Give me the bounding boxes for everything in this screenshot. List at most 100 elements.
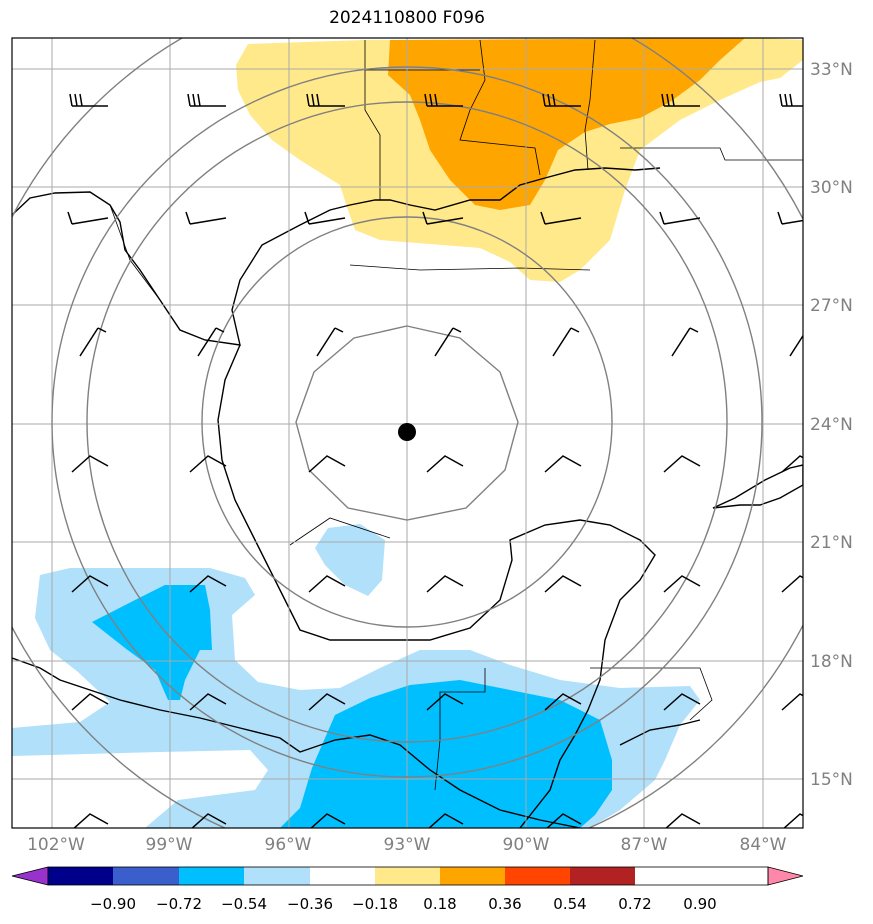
mexico-pacific-coast xyxy=(12,657,581,828)
wind-barb xyxy=(69,93,108,107)
wind-barb xyxy=(426,693,464,711)
yucatan-state-border xyxy=(289,517,391,546)
map-frame xyxy=(11,37,804,829)
lon-label: 99°W xyxy=(146,835,193,855)
lat-label: 18°N xyxy=(810,652,853,672)
range-ring-3 xyxy=(86,101,728,743)
lat-label: 33°N xyxy=(810,60,853,80)
wind-barb xyxy=(426,455,464,473)
gulf-coast-us xyxy=(12,167,661,346)
state-border-fl xyxy=(620,147,803,161)
range-rings xyxy=(12,38,803,828)
lon-label: 96°W xyxy=(265,835,312,855)
wind-barbs xyxy=(67,93,803,828)
wind-barb xyxy=(422,211,464,225)
colorbar-tick-label: −0.72 xyxy=(156,895,202,913)
colorbar-segment xyxy=(570,867,635,885)
wind-barb xyxy=(659,211,701,225)
wind-barb xyxy=(71,575,109,593)
us-mexico-border xyxy=(109,204,161,301)
wind-barb xyxy=(197,327,225,357)
wind-barb xyxy=(665,813,701,828)
range-ring-4 xyxy=(51,66,763,778)
colorbar-segment xyxy=(179,867,244,885)
wind-barb xyxy=(426,575,464,593)
lon-label: 87°W xyxy=(621,835,668,855)
colorbar-tick-label: −0.36 xyxy=(287,895,333,913)
wind-barb xyxy=(777,211,803,225)
latitude-axis: 33°N 30°N 27°N 24°N 21°N 18°N 15°N xyxy=(810,60,853,790)
wind-barb xyxy=(73,813,109,828)
wind-barb xyxy=(424,93,463,107)
wind-barb xyxy=(663,575,701,593)
wind-barb xyxy=(781,693,803,711)
colorbar-tick-label: 0.18 xyxy=(423,895,456,913)
colorbar-segment xyxy=(113,867,179,885)
honduras-coast xyxy=(619,719,701,746)
wind-barb xyxy=(308,575,346,593)
colorbar-extend-min xyxy=(11,866,49,886)
colorbar-tick-label: −0.54 xyxy=(221,895,267,913)
lat-label: 30°N xyxy=(810,178,853,198)
wind-barb xyxy=(542,93,581,107)
wind-barb xyxy=(191,813,227,828)
mexico-coast xyxy=(217,344,656,828)
guatemala-border xyxy=(434,668,486,791)
colorbar-segment xyxy=(310,867,375,885)
belize-border xyxy=(590,667,713,721)
wind-barb xyxy=(79,327,107,357)
colorbar-segment xyxy=(375,867,440,885)
wind-barb xyxy=(189,575,227,593)
storm-center-marker xyxy=(398,423,416,441)
colorbar xyxy=(11,866,804,886)
lon-label: 84°W xyxy=(740,835,787,855)
positive-anomaly-orange xyxy=(388,38,745,210)
colorbar-tick-label: 0.72 xyxy=(618,895,651,913)
wind-barb xyxy=(428,813,464,828)
wind-barb xyxy=(189,455,227,473)
wind-barb xyxy=(310,813,346,828)
wind-barb xyxy=(779,93,803,107)
wind-barb xyxy=(189,693,227,711)
lon-label: 93°W xyxy=(384,835,431,855)
wind-barb xyxy=(544,693,582,711)
lon-label: 102°W xyxy=(27,835,85,855)
wind-barb xyxy=(661,93,700,107)
colorbar-tick-label: 0.54 xyxy=(553,895,586,913)
colorbar-segment xyxy=(244,867,310,885)
maritime-boundary xyxy=(349,264,591,271)
wind-barb xyxy=(781,455,803,473)
colorbar-tick-label: −0.90 xyxy=(90,895,136,913)
lat-label: 21°N xyxy=(810,533,853,553)
borders xyxy=(109,39,803,791)
cuba-coast xyxy=(712,464,803,509)
anomaly-shading xyxy=(12,38,803,828)
lon-label: 90°W xyxy=(503,835,550,855)
wind-barb xyxy=(71,693,109,711)
wind-barb xyxy=(308,693,346,711)
negative-anomaly-blue-south xyxy=(280,680,612,828)
wind-barb xyxy=(544,575,582,593)
lat-label: 24°N xyxy=(810,415,853,435)
colorbar-segment xyxy=(505,867,570,885)
negative-anomaly-blue-west xyxy=(92,585,212,700)
wind-barb xyxy=(67,211,109,225)
wind-barb xyxy=(789,334,803,357)
colorbar-tick-label: 0.90 xyxy=(683,895,716,913)
negative-anomaly-light-small xyxy=(315,524,385,596)
colorbar-ticks: −0.90 −0.72 −0.54 −0.36 −0.18 0.18 0.36 … xyxy=(90,895,717,913)
wind-barb xyxy=(434,327,462,357)
colorbar-tick-label: 0.36 xyxy=(488,895,521,913)
colorbar-tick-label: −0.18 xyxy=(352,895,398,913)
wind-barb xyxy=(781,575,803,593)
state-border-al xyxy=(584,39,596,171)
state-border-ms xyxy=(459,39,541,176)
wind-barb xyxy=(783,813,803,828)
map-title: 2024110800 F096 xyxy=(329,8,485,28)
range-ring-1 xyxy=(295,325,519,521)
wind-barb xyxy=(316,327,344,357)
wind-barb xyxy=(663,455,701,473)
colorbar-segment xyxy=(440,867,505,885)
wind-barb xyxy=(540,211,582,225)
